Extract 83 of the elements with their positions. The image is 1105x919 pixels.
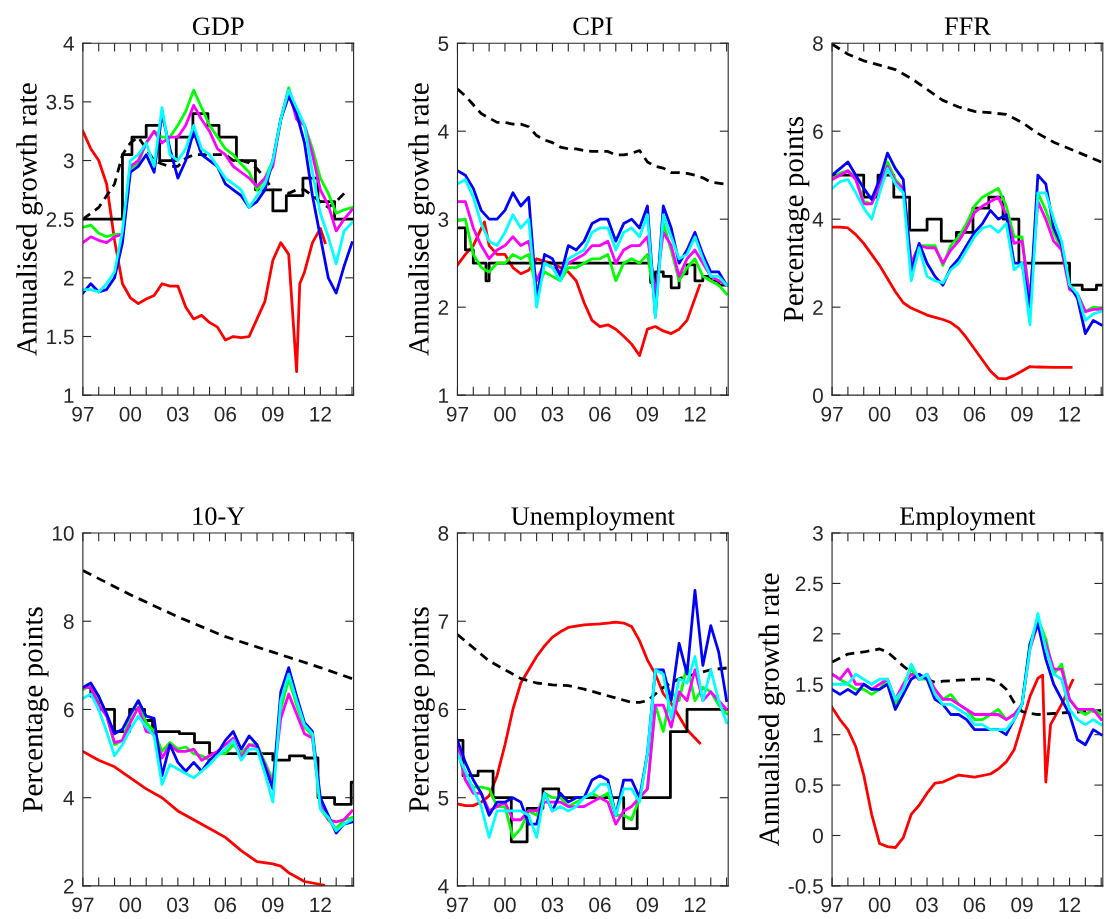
y-tick-label: 2.5 — [795, 576, 823, 592]
x-tick-label: 03 — [167, 406, 189, 422]
chart-title: Employment — [900, 506, 1036, 531]
x-tick-label: 03 — [167, 897, 189, 913]
chart-title: GDP — [192, 17, 244, 36]
x-tick-label: 06 — [963, 897, 986, 913]
y-tick-label: 6 — [64, 702, 74, 718]
y-tick-label: 3.5 — [46, 94, 74, 110]
y-tick-label: 2 — [64, 878, 74, 894]
x-tick-label: 09 — [636, 897, 659, 913]
x-tick-label: 09 — [1011, 897, 1033, 913]
x-tick-label: 00 — [119, 897, 142, 913]
y-tick-label: 4 — [812, 212, 824, 227]
chart-title: CPI — [573, 17, 613, 36]
y-axis-title: Percentage points — [22, 607, 49, 812]
y-axis-title: Annualised growth rate — [758, 573, 786, 847]
y-tick-label: 0 — [812, 828, 823, 844]
x-tick-label: 06 — [214, 406, 237, 422]
x-tick-label: 06 — [214, 897, 237, 913]
x-tick-label: 06 — [589, 406, 611, 422]
y-tick-label: 8 — [63, 614, 74, 629]
x-tick-label: 12 — [1059, 897, 1081, 913]
chart-title: FFR — [944, 17, 991, 35]
x-tick-label: 97 — [72, 406, 94, 422]
y-tick-label: 6 — [813, 124, 823, 139]
y-tick-label: 2.5 — [46, 212, 74, 227]
y-tick-label: 10 — [52, 526, 74, 541]
y-tick-label: 8 — [438, 526, 449, 541]
x-tick-label: 97 — [821, 406, 843, 422]
y-axis-title: Percentage points — [409, 607, 435, 812]
y-tick-label: 0 — [812, 388, 823, 403]
y-axis-title: Annualised growth rate — [408, 83, 435, 356]
x-tick-label: 97 — [446, 897, 469, 913]
y-tick-label: 7 — [438, 614, 449, 629]
y-axis-title: Percentage points — [783, 116, 810, 322]
x-tick-label: 03 — [916, 897, 938, 913]
y-tick-label: 0.5 — [795, 778, 823, 793]
x-tick-label: 97 — [446, 406, 469, 422]
x-tick-label: 06 — [963, 406, 986, 422]
y-tick-label: -0.5 — [788, 878, 823, 894]
chart-title: 10-Y — [193, 507, 245, 525]
x-tick-label: 09 — [1011, 406, 1033, 422]
y-tick-label: 4 — [438, 879, 449, 894]
y-tick-label: 1.5 — [47, 329, 74, 345]
chart-title: Unemployment — [511, 506, 675, 531]
x-tick-label: 97 — [72, 897, 94, 913]
y-tick-label: 1 — [439, 388, 449, 403]
y-tick-label: 3 — [438, 212, 449, 227]
y-tick-label: 2 — [64, 270, 74, 286]
y-tick-label: 1 — [813, 727, 823, 743]
x-tick-label: 03 — [541, 406, 564, 422]
x-tick-label: 12 — [684, 406, 706, 422]
y-tick-label: 1 — [64, 388, 74, 403]
x-tick-label: 00 — [868, 406, 891, 422]
y-tick-label: 3 — [63, 153, 74, 169]
y-tick-label: 2 — [813, 300, 823, 315]
y-tick-label: 4 — [438, 124, 449, 139]
x-tick-label: 12 — [310, 897, 331, 913]
x-tick-label: 12 — [310, 406, 331, 422]
y-tick-label: 4 — [63, 36, 74, 51]
x-tick-label: 12 — [1059, 406, 1081, 422]
x-tick-label: 09 — [262, 406, 284, 422]
x-tick-label: 09 — [262, 897, 284, 913]
x-tick-label: 03 — [916, 406, 938, 422]
x-tick-label: 00 — [494, 406, 516, 422]
x-tick-label: 06 — [589, 897, 611, 913]
y-tick-label: 2 — [813, 626, 823, 642]
x-tick-label: 00 — [868, 897, 891, 913]
x-tick-label: 03 — [541, 897, 564, 913]
x-tick-label: 00 — [119, 406, 142, 422]
y-axis-title: Annualised growth rate — [16, 83, 43, 356]
y-tick-label: 5 — [438, 36, 449, 51]
x-tick-label: 00 — [494, 897, 516, 913]
x-tick-label: 09 — [636, 406, 659, 422]
y-tick-label: 3 — [812, 526, 823, 541]
y-tick-label: 8 — [813, 36, 823, 51]
x-tick-label: 12 — [684, 897, 706, 913]
y-tick-label: 4 — [63, 790, 74, 806]
y-tick-label: 2 — [438, 300, 449, 315]
y-tick-label: 1.5 — [796, 677, 823, 693]
x-tick-label: 97 — [821, 897, 843, 913]
y-tick-label: 6 — [438, 702, 449, 718]
y-tick-label: 5 — [438, 790, 449, 806]
